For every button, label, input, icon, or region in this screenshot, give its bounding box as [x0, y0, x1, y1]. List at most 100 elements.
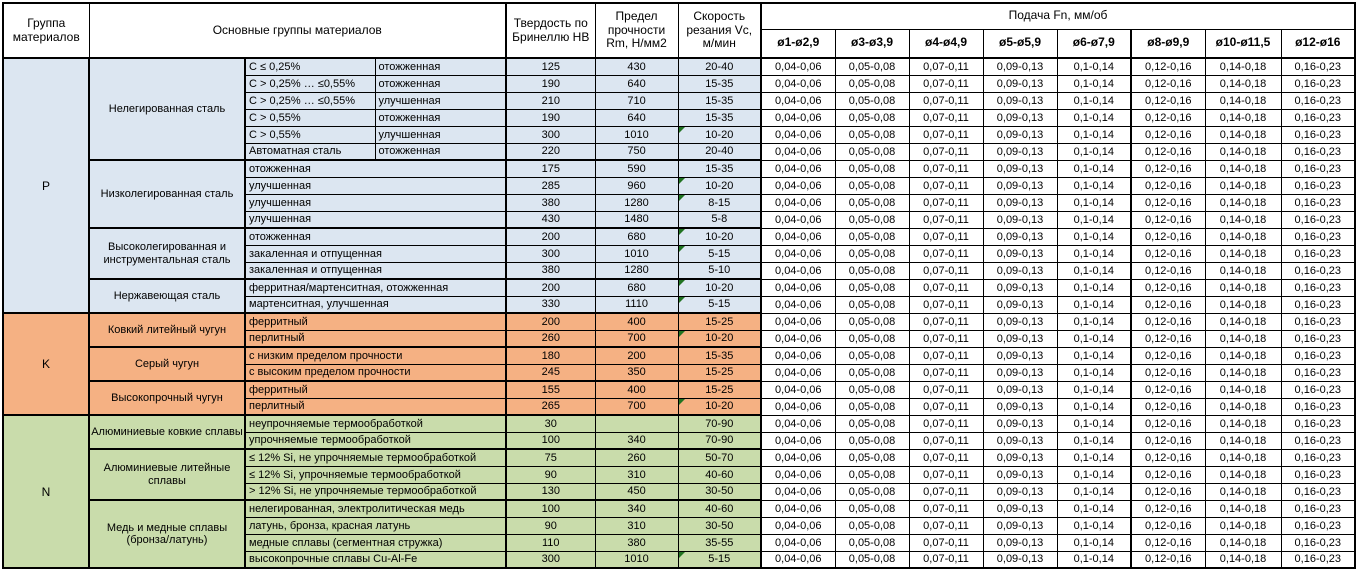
material-state-cell[interactable]: улучшенная: [374, 91, 507, 110]
feed-cell[interactable]: 0,16-0,23: [1280, 499, 1356, 518]
group-code-cell[interactable]: K: [2, 312, 90, 416]
feed-cell[interactable]: 0,12-0,16: [1130, 227, 1206, 246]
feed-cell[interactable]: 0,07-0,11: [908, 295, 984, 314]
feed-cell[interactable]: 0,04-0,06: [760, 159, 836, 178]
header-feed-d6[interactable]: ø8-ø9,9: [1130, 28, 1206, 59]
hardness-cell[interactable]: 265: [505, 397, 596, 416]
feed-cell[interactable]: 0,04-0,06: [760, 397, 836, 416]
hardness-cell[interactable]: 75: [505, 448, 596, 467]
feed-cell[interactable]: 0,1-0,14: [1056, 329, 1132, 348]
cutting-speed-cell[interactable]: 15-35: [677, 159, 763, 178]
feed-cell[interactable]: 0,05-0,08: [834, 193, 910, 212]
feed-cell[interactable]: 0,12-0,16: [1130, 465, 1206, 484]
feed-cell[interactable]: 0,1-0,14: [1056, 142, 1132, 161]
feed-cell[interactable]: 0,14-0,18: [1204, 312, 1282, 331]
feed-cell[interactable]: 0,16-0,23: [1280, 176, 1356, 195]
feed-cell[interactable]: 0,14-0,18: [1204, 210, 1282, 229]
strength-cell[interactable]: 1280: [594, 261, 679, 280]
feed-cell[interactable]: 0,09-0,13: [982, 482, 1058, 501]
feed-cell[interactable]: 0,05-0,08: [834, 550, 910, 569]
hardness-cell[interactable]: 175: [505, 159, 596, 178]
feed-cell[interactable]: 0,07-0,11: [908, 142, 984, 161]
hardness-cell[interactable]: 90: [505, 516, 596, 535]
material-state-cell[interactable]: упрочняемые термообработкой: [244, 431, 507, 450]
cutting-speed-cell[interactable]: 5-15: [677, 244, 763, 263]
feed-cell[interactable]: 0,14-0,18: [1204, 142, 1282, 161]
cutting-speed-cell[interactable]: 15-25: [677, 380, 763, 399]
feed-cell[interactable]: 0,04-0,06: [760, 312, 836, 331]
cutting-speed-cell[interactable]: 15-35: [677, 346, 763, 365]
material-subgroup-cell[interactable]: Алюминиевые литейные сплавы: [88, 448, 246, 501]
feed-cell[interactable]: 0,05-0,08: [834, 397, 910, 416]
feed-cell[interactable]: 0,1-0,14: [1056, 125, 1132, 144]
material-spec-cell[interactable]: C > 0,25% … ≤0,55%: [244, 91, 376, 110]
feed-cell[interactable]: 0,14-0,18: [1204, 193, 1282, 212]
material-state-cell[interactable]: отожженная: [244, 159, 507, 178]
feed-cell[interactable]: 0,12-0,16: [1130, 142, 1206, 161]
material-state-cell[interactable]: ≤ 12% Si, не упрочняемые термообработкой: [244, 448, 507, 467]
strength-cell[interactable]: 1480: [594, 210, 679, 229]
feed-cell[interactable]: 0,09-0,13: [982, 125, 1058, 144]
material-state-cell[interactable]: ≤ 12% Si, упрочняемые термообработкой: [244, 465, 507, 484]
feed-cell[interactable]: 0,12-0,16: [1130, 431, 1206, 450]
feed-cell[interactable]: 0,16-0,23: [1280, 295, 1356, 314]
feed-cell[interactable]: 0,07-0,11: [908, 363, 984, 382]
feed-cell[interactable]: 0,09-0,13: [982, 431, 1058, 450]
feed-cell[interactable]: 0,16-0,23: [1280, 465, 1356, 484]
feed-cell[interactable]: 0,16-0,23: [1280, 380, 1356, 399]
feed-cell[interactable]: 0,04-0,06: [760, 482, 836, 501]
feed-cell[interactable]: 0,1-0,14: [1056, 227, 1132, 246]
feed-cell[interactable]: 0,14-0,18: [1204, 380, 1282, 399]
material-state-cell[interactable]: мартенситная, улучшенная: [244, 295, 507, 314]
material-state-cell[interactable]: медные сплавы (сегментная стружка): [244, 533, 507, 552]
header-feed-d2[interactable]: ø3-ø3,9: [834, 28, 910, 59]
feed-cell[interactable]: 0,1-0,14: [1056, 244, 1132, 263]
feed-cell[interactable]: 0,04-0,06: [760, 278, 836, 297]
material-subgroup-cell[interactable]: Нелегированная сталь: [88, 57, 246, 161]
hardness-cell[interactable]: 300: [505, 244, 596, 263]
feed-cell[interactable]: 0,16-0,23: [1280, 278, 1356, 297]
feed-cell[interactable]: 0,09-0,13: [982, 74, 1058, 93]
feed-cell[interactable]: 0,09-0,13: [982, 210, 1058, 229]
feed-cell[interactable]: 0,05-0,08: [834, 159, 910, 178]
feed-cell[interactable]: 0,07-0,11: [908, 431, 984, 450]
feed-cell[interactable]: 0,04-0,06: [760, 516, 836, 535]
feed-cell[interactable]: 0,07-0,11: [908, 176, 984, 195]
feed-cell[interactable]: 0,09-0,13: [982, 244, 1058, 263]
material-state-cell[interactable]: закаленная и отпущенная: [244, 244, 507, 263]
feed-cell[interactable]: 0,04-0,06: [760, 329, 836, 348]
cutting-speed-cell[interactable]: 35-55: [677, 533, 763, 552]
material-state-cell[interactable]: с низким пределом прочности: [244, 346, 507, 365]
feed-cell[interactable]: 0,12-0,16: [1130, 74, 1206, 93]
feed-cell[interactable]: 0,1-0,14: [1056, 397, 1132, 416]
feed-cell[interactable]: 0,05-0,08: [834, 499, 910, 518]
strength-cell[interactable]: 350: [594, 363, 679, 382]
cutting-speed-cell[interactable]: 5-10: [677, 261, 763, 280]
feed-cell[interactable]: 0,05-0,08: [834, 431, 910, 450]
feed-cell[interactable]: 0,05-0,08: [834, 176, 910, 195]
material-subgroup-cell[interactable]: Серый чугун: [88, 346, 246, 382]
feed-cell[interactable]: 0,16-0,23: [1280, 414, 1356, 433]
feed-cell[interactable]: 0,04-0,06: [760, 91, 836, 110]
feed-cell[interactable]: 0,1-0,14: [1056, 414, 1132, 433]
feed-cell[interactable]: 0,14-0,18: [1204, 227, 1282, 246]
feed-cell[interactable]: 0,09-0,13: [982, 312, 1058, 331]
material-state-cell[interactable]: нелегированная, электролитическая медь: [244, 499, 507, 518]
cutting-speed-cell[interactable]: 50-70: [677, 448, 763, 467]
feed-cell[interactable]: 0,09-0,13: [982, 278, 1058, 297]
feed-cell[interactable]: 0,09-0,13: [982, 465, 1058, 484]
feed-cell[interactable]: 0,07-0,11: [908, 312, 984, 331]
feed-cell[interactable]: 0,07-0,11: [908, 448, 984, 467]
feed-cell[interactable]: 0,12-0,16: [1130, 244, 1206, 263]
feed-cell[interactable]: 0,04-0,06: [760, 176, 836, 195]
strength-cell[interactable]: 200: [594, 346, 679, 365]
feed-cell[interactable]: 0,04-0,06: [760, 261, 836, 280]
strength-cell[interactable]: 310: [594, 516, 679, 535]
cutting-speed-cell[interactable]: 15-25: [677, 363, 763, 382]
feed-cell[interactable]: 0,1-0,14: [1056, 159, 1132, 178]
feed-cell[interactable]: 0,12-0,16: [1130, 550, 1206, 569]
feed-cell[interactable]: 0,16-0,23: [1280, 57, 1356, 76]
feed-cell[interactable]: 0,09-0,13: [982, 91, 1058, 110]
hardness-cell[interactable]: 245: [505, 363, 596, 382]
feed-cell[interactable]: 0,07-0,11: [908, 499, 984, 518]
